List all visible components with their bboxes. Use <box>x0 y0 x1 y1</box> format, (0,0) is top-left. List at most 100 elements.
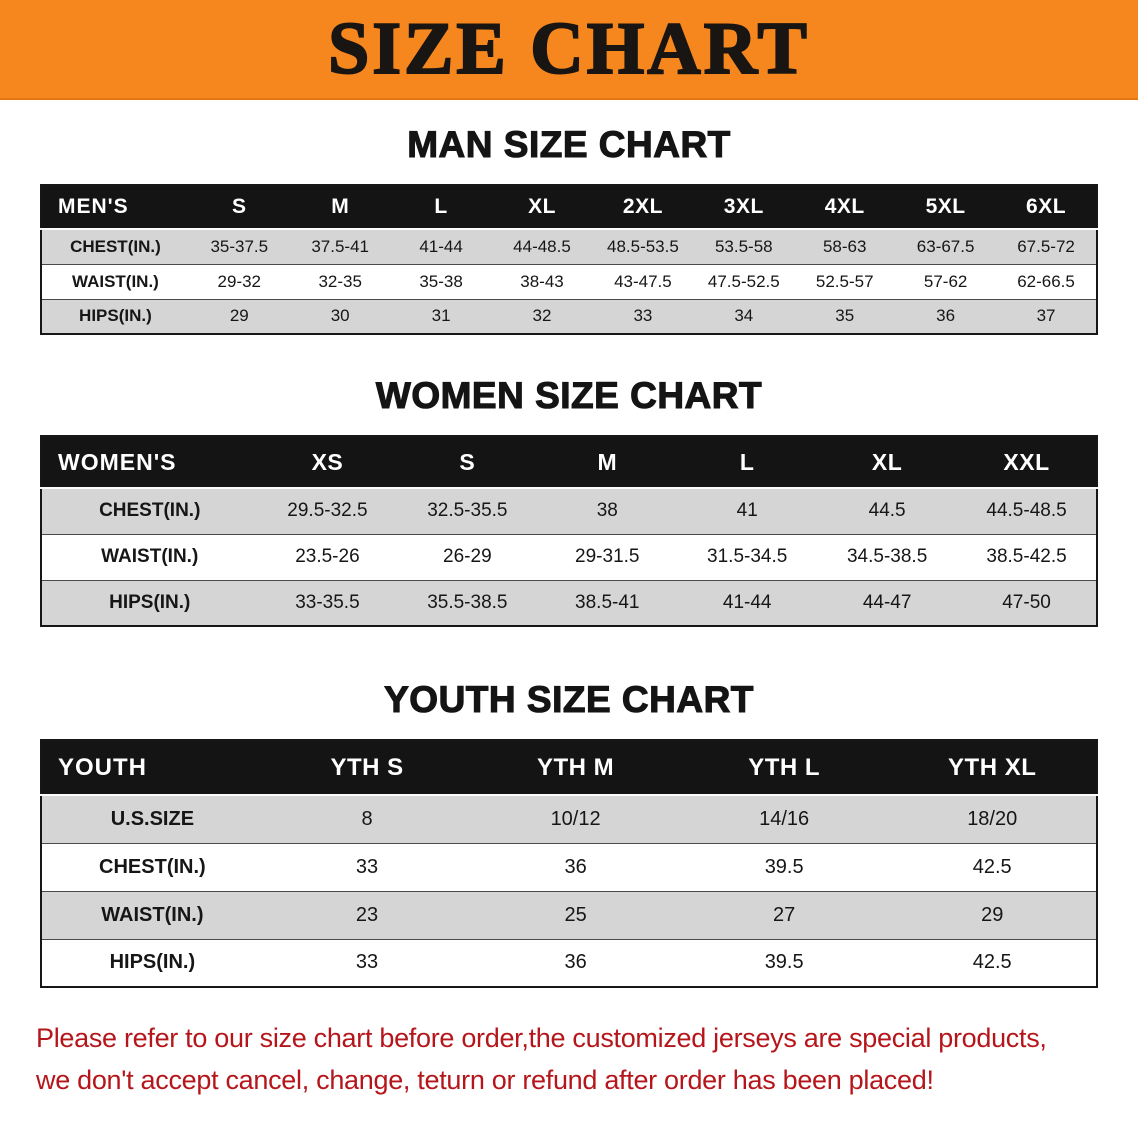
size-value-cell: 37.5-41 <box>311 236 370 256</box>
size-value-cell: 23.5-26 <box>257 533 398 580</box>
disclaimer-line-1: Please refer to our size chart before or… <box>36 1023 1047 1053</box>
size-value-cell: 32.5-35.5 <box>427 500 508 522</box>
size-value-cell: 41 <box>736 500 758 522</box>
youth-table-title: YOUTH <box>41 740 263 796</box>
size-value-cell: 42.5 <box>888 938 1097 987</box>
table-row: CHEST(IN.) 35-37.5 37.5-41 41-44 44-48.5… <box>41 229 1097 264</box>
men-table-title: MEN'S <box>41 185 189 230</box>
size-column-header: S <box>188 185 290 230</box>
measurement-row-label: CHEST(IN.) <box>99 500 201 522</box>
size-value-cell: 31 <box>390 298 492 334</box>
size-value-cell: 44-48.5 <box>513 236 571 256</box>
measurement-row-label: HIPS(IN.) <box>41 298 189 334</box>
size-value-cell: 47-50 <box>957 579 1097 626</box>
table-header-row: MEN'S S M L XL 2XL 3XL 4XL 5XL 6XL <box>41 185 1097 230</box>
size-chart-page: SIZE CHART MAN SIZE CHART MEN'S S M L XL… <box>0 0 1138 1102</box>
size-value-cell: 36 <box>895 298 997 334</box>
disclaimer-line-2: we don't accept cancel, change, teturn o… <box>36 1064 934 1095</box>
size-value-cell: 57-62 <box>895 263 997 299</box>
table-row: U.S.SIZE 8 10/12 14/16 18/20 <box>41 795 1097 843</box>
size-value-cell: 29.5-32.5 <box>287 500 368 522</box>
size-value-cell: 33-35.5 <box>257 579 398 626</box>
men-section-heading: MAN SIZE CHART <box>407 123 731 165</box>
size-column-header: 4XL <box>794 185 896 230</box>
measurement-row-label: WAIST(IN.) <box>41 890 263 939</box>
size-column-header: XS <box>257 436 398 489</box>
measurement-row-label: WAIST(IN.) <box>41 263 189 299</box>
size-value-cell: 44-47 <box>817 579 958 626</box>
size-column-header: YTH M <box>471 740 680 796</box>
size-value-cell: 35 <box>794 298 896 334</box>
women-section: WOMEN SIZE CHART WOMEN'S XS S M L XL XXL… <box>0 374 1138 627</box>
men-size-table: MEN'S S M L XL 2XL 3XL 4XL 5XL 6XL CHEST… <box>40 184 1098 335</box>
size-value-cell: 35.5-38.5 <box>397 579 538 626</box>
size-value-cell: 38-43 <box>491 263 593 299</box>
size-value-cell: 67.5-72 <box>1017 236 1075 256</box>
size-value-cell: 29 <box>888 890 1097 939</box>
table-row: HIPS(IN.) 29 30 31 32 33 34 35 36 37 <box>41 298 1097 334</box>
measurement-row-label: HIPS(IN.) <box>41 579 258 626</box>
size-column-header: L <box>390 185 492 230</box>
size-value-cell: 8 <box>361 807 373 830</box>
size-value-cell: 38.5-41 <box>537 579 678 626</box>
size-value-cell: 36 <box>471 842 680 891</box>
table-header-row: WOMEN'S XS S M L XL XXL <box>41 436 1097 489</box>
size-value-cell: 48.5-53.5 <box>606 236 679 256</box>
size-value-cell: 14/16 <box>759 807 810 830</box>
size-value-cell: 53.5-58 <box>714 236 773 256</box>
table-row: HIPS(IN.) 33-35.5 35.5-38.5 38.5-41 41-4… <box>41 579 1097 626</box>
size-value-cell: 58-63 <box>822 236 867 256</box>
size-column-header: 3XL <box>693 185 795 230</box>
page-title: SIZE CHART <box>327 8 810 90</box>
size-column-header: YTH XL <box>888 740 1097 796</box>
size-column-header: YTH S <box>262 740 472 796</box>
size-column-header: 6XL <box>996 185 1097 230</box>
size-column-header: L <box>677 436 818 489</box>
size-column-header: S <box>397 436 538 489</box>
size-value-cell: 33 <box>592 298 694 334</box>
size-column-header: XL <box>491 185 593 230</box>
size-value-cell: 25 <box>471 890 680 939</box>
size-value-cell: 30 <box>289 298 391 334</box>
size-column-header: XXL <box>957 436 1097 489</box>
table-row: HIPS(IN.) 33 36 39.5 42.5 <box>41 938 1097 987</box>
women-table-title: WOMEN'S <box>41 436 258 489</box>
size-value-cell: 35-38 <box>390 263 492 299</box>
size-value-cell: 33 <box>262 842 472 891</box>
women-size-table: WOMEN'S XS S M L XL XXL CHEST(IN.) 29.5-… <box>40 435 1098 627</box>
size-value-cell: 33 <box>262 938 472 987</box>
size-value-cell: 29-31.5 <box>537 533 678 580</box>
disclaimer-text: Please refer to our size chart before or… <box>36 1018 1118 1102</box>
table-row: CHEST(IN.) 29.5-32.5 32.5-35.5 38 41 44.… <box>41 488 1097 534</box>
size-value-cell: 29-32 <box>188 263 290 299</box>
table-row: WAIST(IN.) 29-32 32-35 35-38 38-43 43-47… <box>41 263 1097 299</box>
size-value-cell: 29 <box>188 298 290 334</box>
size-value-cell: 32-35 <box>289 263 391 299</box>
size-value-cell: 37 <box>996 298 1097 334</box>
table-row: CHEST(IN.) 33 36 39.5 42.5 <box>41 842 1097 891</box>
size-value-cell: 41-44 <box>419 236 463 256</box>
table-row: WAIST(IN.) 23.5-26 26-29 29-31.5 31.5-34… <box>41 533 1097 580</box>
size-value-cell: 62-66.5 <box>996 263 1097 299</box>
size-value-cell: 36 <box>471 938 680 987</box>
measurement-row-label: WAIST(IN.) <box>41 533 258 580</box>
measurement-row-label: CHEST(IN.) <box>70 236 161 256</box>
size-value-cell: 31.5-34.5 <box>677 533 818 580</box>
size-value-cell: 32 <box>491 298 593 334</box>
size-column-header: XL <box>817 436 958 489</box>
size-column-header: 2XL <box>592 185 694 230</box>
size-value-cell: 44.5 <box>868 500 906 522</box>
measurement-row-label: U.S.SIZE <box>110 807 195 830</box>
youth-section: YOUTH SIZE CHART YOUTH YTH S YTH M YTH L… <box>0 678 1138 988</box>
size-value-cell: 63-67.5 <box>916 236 975 256</box>
measurement-row-label: CHEST(IN.) <box>41 842 263 891</box>
size-value-cell: 10/12 <box>550 807 601 830</box>
size-value-cell: 52.5-57 <box>794 263 896 299</box>
size-value-cell: 27 <box>679 890 889 939</box>
size-value-cell: 18/20 <box>967 807 1018 830</box>
measurement-row-label: HIPS(IN.) <box>41 938 263 987</box>
size-value-cell: 42.5 <box>888 842 1097 891</box>
size-value-cell: 44.5-48.5 <box>986 500 1067 522</box>
size-value-cell: 34.5-38.5 <box>817 533 958 580</box>
size-chart-banner: SIZE CHART <box>0 0 1138 100</box>
